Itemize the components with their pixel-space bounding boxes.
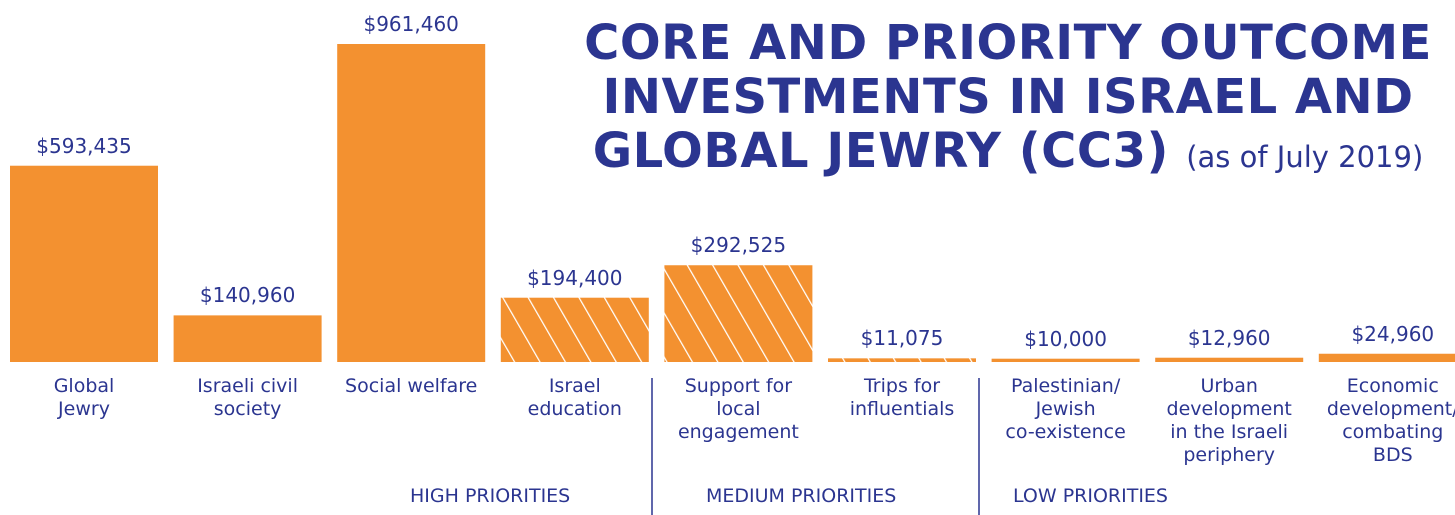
bar <box>1155 357 1304 362</box>
value-label: $24,960 <box>1351 321 1435 346</box>
value-label: $961,460 <box>363 12 459 36</box>
chart-title: CORE AND PRIORITY OUTCOME INVESTMENTS IN… <box>560 16 1455 184</box>
x-tick-label: Israel education <box>527 375 622 420</box>
x-tick-label: Trips for influentials <box>849 375 955 420</box>
value-label: $292,525 <box>690 233 787 258</box>
x-tick-label: Support for local engagement <box>677 375 799 443</box>
bar <box>173 315 322 362</box>
value-label: $12,960 <box>1187 325 1271 350</box>
bar <box>10 165 158 362</box>
x-tick-label: Economic development/ combating BDS <box>1326 375 1455 466</box>
x-tick-label: Social welfare <box>345 375 478 397</box>
value-label: $194,400 <box>527 265 623 290</box>
bar <box>1318 353 1455 362</box>
value-label: $593,435 <box>36 133 132 158</box>
bar <box>337 44 486 362</box>
group-label: MEDIUM PRIORITIES <box>706 485 897 507</box>
x-tick-label: Palestinian/ Jewish co-existence <box>1005 375 1126 443</box>
x-tick-label: Global Jewry <box>53 375 115 420</box>
subtitle: (as of July 2019) <box>1186 140 1424 174</box>
bar <box>828 358 976 362</box>
value-label: $10,000 <box>1024 326 1107 351</box>
group-label: HIGH PRIORITIES <box>410 485 571 507</box>
x-tick-label: Israeli civil society <box>197 375 298 420</box>
bar <box>664 265 813 362</box>
title-text: CORE AND PRIORITY OUTCOME INVESTMENTS IN… <box>584 15 1432 179</box>
group-label: LOW PRIORITIES <box>1013 485 1168 507</box>
value-label: $11,075 <box>860 326 944 351</box>
bar <box>500 297 649 362</box>
value-label: $140,960 <box>199 283 296 308</box>
x-tick-label: Urban development in the Israeli periphe… <box>1166 375 1292 466</box>
bar <box>991 358 1140 362</box>
